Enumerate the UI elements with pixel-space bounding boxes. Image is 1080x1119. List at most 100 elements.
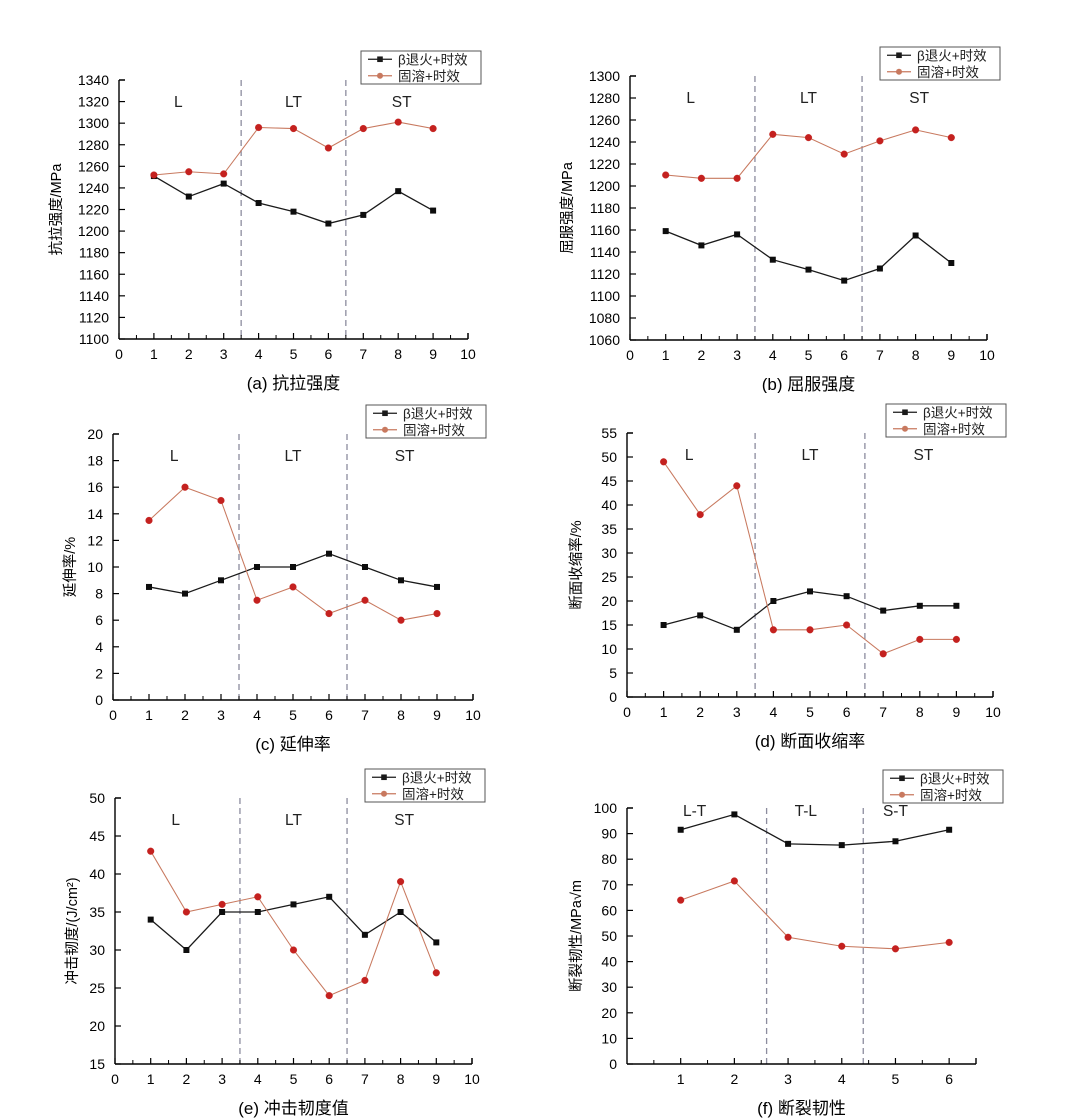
svg-text:10: 10 xyxy=(985,704,1001,720)
svg-text:2: 2 xyxy=(730,1071,738,1087)
svg-text:ST: ST xyxy=(395,448,415,465)
svg-text:8: 8 xyxy=(397,1071,405,1087)
svg-text:1260: 1260 xyxy=(589,112,620,128)
svg-text:9: 9 xyxy=(432,1071,440,1087)
svg-text:β退火+时效: β退火+时效 xyxy=(923,405,993,420)
svg-text:20: 20 xyxy=(601,1005,617,1021)
svg-text:固溶+时效: 固溶+时效 xyxy=(398,69,460,84)
svg-text:1100: 1100 xyxy=(590,288,620,304)
svg-text:6: 6 xyxy=(840,347,848,363)
svg-text:8: 8 xyxy=(394,346,402,362)
svg-text:1140: 1140 xyxy=(79,288,109,304)
svg-text:1060: 1060 xyxy=(589,332,620,348)
svg-text:固溶+时效: 固溶+时效 xyxy=(402,787,464,802)
svg-text:10: 10 xyxy=(465,707,481,723)
svg-text:1160: 1160 xyxy=(590,222,620,238)
svg-text:10: 10 xyxy=(464,1071,480,1087)
svg-text:7: 7 xyxy=(876,347,884,363)
svg-text:4: 4 xyxy=(838,1071,846,1087)
svg-text:3: 3 xyxy=(217,707,225,723)
svg-text:β退火+时效: β退火+时效 xyxy=(917,48,987,63)
svg-text:ST: ST xyxy=(909,90,929,107)
svg-text:L: L xyxy=(686,90,695,107)
svg-text:1180: 1180 xyxy=(590,200,620,216)
svg-text:1260: 1260 xyxy=(78,158,109,174)
svg-text:8: 8 xyxy=(95,586,103,602)
svg-text:5: 5 xyxy=(289,707,297,723)
svg-text:6: 6 xyxy=(325,707,333,723)
svg-text:6: 6 xyxy=(945,1071,953,1087)
svg-text:L: L xyxy=(174,94,183,111)
svg-text:0: 0 xyxy=(115,346,123,362)
svg-text:8: 8 xyxy=(397,707,405,723)
svg-text:15: 15 xyxy=(89,1056,105,1072)
svg-text:45: 45 xyxy=(601,473,617,489)
svg-text:30: 30 xyxy=(89,942,105,958)
svg-text:6: 6 xyxy=(325,346,333,362)
svg-text:6: 6 xyxy=(325,1071,333,1087)
svg-text:4: 4 xyxy=(770,704,778,720)
svg-text:3: 3 xyxy=(733,704,741,720)
svg-text:ST: ST xyxy=(914,447,934,464)
svg-text:80: 80 xyxy=(601,851,617,867)
svg-text:1300: 1300 xyxy=(78,115,109,131)
svg-text:40: 40 xyxy=(89,866,105,882)
svg-text:L: L xyxy=(170,448,179,465)
svg-text:0: 0 xyxy=(95,692,103,708)
svg-text:100: 100 xyxy=(594,800,618,816)
svg-text:7: 7 xyxy=(879,704,887,720)
svg-text:LT: LT xyxy=(285,812,302,829)
svg-text:7: 7 xyxy=(361,707,369,723)
svg-text:1: 1 xyxy=(150,346,158,362)
svg-text:0: 0 xyxy=(609,689,617,705)
svg-text:1: 1 xyxy=(145,707,153,723)
svg-text:L: L xyxy=(171,812,180,829)
svg-text:4: 4 xyxy=(254,1071,262,1087)
svg-text:2: 2 xyxy=(185,346,193,362)
svg-text:冲击韧度/(J/cm²): 冲击韧度/(J/cm²) xyxy=(64,877,81,984)
svg-text:6: 6 xyxy=(95,612,103,628)
svg-text:60: 60 xyxy=(601,902,617,918)
svg-text:LT: LT xyxy=(285,448,302,465)
svg-text:断裂韧性/MPa√m: 断裂韧性/MPa√m xyxy=(568,880,585,992)
svg-text:L: L xyxy=(685,447,694,464)
svg-text:20: 20 xyxy=(89,1018,105,1034)
svg-text:4: 4 xyxy=(255,346,263,362)
svg-text:1160: 1160 xyxy=(79,266,109,282)
svg-text:ST: ST xyxy=(394,812,414,829)
svg-text:30: 30 xyxy=(601,545,617,561)
svg-text:2: 2 xyxy=(696,704,704,720)
svg-text:固溶+时效: 固溶+时效 xyxy=(920,788,982,803)
svg-text:20: 20 xyxy=(601,593,617,609)
svg-text:9: 9 xyxy=(429,346,437,362)
svg-text:抗拉强度/MPa: 抗拉强度/MPa xyxy=(48,163,65,256)
svg-text:9: 9 xyxy=(433,707,441,723)
svg-text:1300: 1300 xyxy=(589,68,620,84)
svg-text:18: 18 xyxy=(87,453,103,469)
svg-text:5: 5 xyxy=(609,665,617,681)
svg-text:45: 45 xyxy=(89,828,105,844)
svg-text:20: 20 xyxy=(87,426,103,442)
svg-text:15: 15 xyxy=(601,617,617,633)
svg-text:5: 5 xyxy=(290,346,298,362)
svg-text:1280: 1280 xyxy=(78,137,109,153)
svg-text:90: 90 xyxy=(601,826,617,842)
svg-text:1240: 1240 xyxy=(78,180,109,196)
svg-text:断面收缩率/%: 断面收缩率/% xyxy=(568,520,585,610)
svg-text:1200: 1200 xyxy=(78,223,109,239)
svg-text:0: 0 xyxy=(623,704,631,720)
svg-text:1: 1 xyxy=(677,1071,685,1087)
svg-text:5: 5 xyxy=(892,1071,900,1087)
svg-text:14: 14 xyxy=(87,506,103,522)
svg-text:2: 2 xyxy=(183,1071,191,1087)
svg-text:1120: 1120 xyxy=(590,266,620,282)
svg-text:2: 2 xyxy=(181,707,189,723)
svg-text:1200: 1200 xyxy=(589,178,620,194)
svg-text:β退火+时效: β退火+时效 xyxy=(398,52,468,67)
svg-text:屈服强度/MPa: 屈服强度/MPa xyxy=(559,161,576,254)
svg-text:1340: 1340 xyxy=(78,72,109,88)
svg-text:50: 50 xyxy=(601,928,617,944)
svg-text:40: 40 xyxy=(601,954,617,970)
svg-text:0: 0 xyxy=(626,347,634,363)
svg-text:35: 35 xyxy=(89,904,105,920)
